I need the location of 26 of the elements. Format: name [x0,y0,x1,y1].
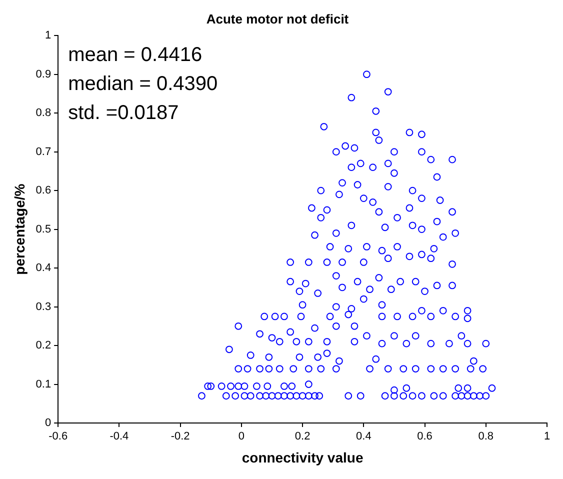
x-tick-label: 0.6 [417,430,432,443]
y-tick-label: 0 [44,417,52,430]
chart-title: Acute motor not deficit [206,11,350,26]
y-axis-title: percentage/% [11,183,28,275]
x-tick-label: 0.4 [356,430,372,443]
y-tick-label: 1 [44,30,52,42]
x-tick-label: 0.8 [478,430,494,443]
x-tick-label: 0 [238,430,244,443]
y-tick-label: 0.7 [36,146,52,158]
y-tick-label: 0.1 [36,378,52,390]
y-tick-label: 0.8 [36,107,52,120]
annotation: std. =0.0187 [68,102,179,124]
x-tick-label: -0.2 [170,430,190,443]
x-tick-label: 0.2 [294,430,310,443]
y-tick-label: 0.5 [36,223,52,236]
y-tick-label: 0.3 [36,300,52,313]
y-tick-label: 0.4 [36,262,52,274]
y-tick-label: 0.9 [36,68,52,80]
annotation: mean = 0.4416 [68,44,202,66]
x-tick-label: 1 [544,430,550,443]
x-axis-title: connectivity value [242,449,364,466]
x-tick-label: -0.6 [48,430,68,443]
y-tick-label: 0.6 [36,184,52,197]
y-tick-label: 0.2 [36,340,52,352]
x-tick-label: -0.4 [110,430,129,443]
annotation: median = 0.4390 [68,73,218,96]
